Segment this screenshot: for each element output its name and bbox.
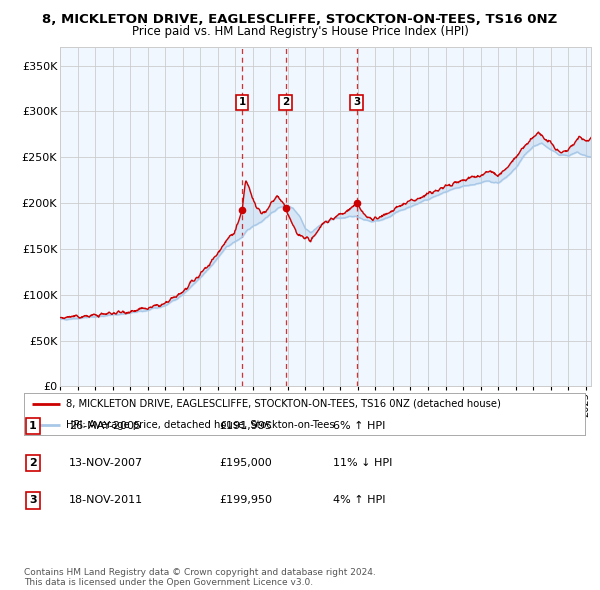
- Text: £195,000: £195,000: [219, 458, 272, 468]
- Text: £199,950: £199,950: [219, 496, 272, 505]
- Text: 1: 1: [29, 421, 37, 431]
- Text: 18-NOV-2011: 18-NOV-2011: [69, 496, 143, 505]
- Text: Price paid vs. HM Land Registry's House Price Index (HPI): Price paid vs. HM Land Registry's House …: [131, 25, 469, 38]
- Text: £191,995: £191,995: [219, 421, 272, 431]
- Text: 1: 1: [238, 97, 246, 107]
- Text: 8, MICKLETON DRIVE, EAGLESCLIFFE, STOCKTON-ON-TEES, TS16 0NZ: 8, MICKLETON DRIVE, EAGLESCLIFFE, STOCKT…: [43, 13, 557, 26]
- Text: 2: 2: [29, 458, 37, 468]
- Text: 4% ↑ HPI: 4% ↑ HPI: [333, 496, 386, 505]
- Text: 6% ↑ HPI: 6% ↑ HPI: [333, 421, 385, 431]
- Text: 13-NOV-2007: 13-NOV-2007: [69, 458, 143, 468]
- Text: 26-MAY-2005: 26-MAY-2005: [69, 421, 141, 431]
- Text: 8, MICKLETON DRIVE, EAGLESCLIFFE, STOCKTON-ON-TEES, TS16 0NZ (detached house): 8, MICKLETON DRIVE, EAGLESCLIFFE, STOCKT…: [66, 399, 501, 408]
- Text: Contains HM Land Registry data © Crown copyright and database right 2024.: Contains HM Land Registry data © Crown c…: [24, 568, 376, 576]
- Text: 11% ↓ HPI: 11% ↓ HPI: [333, 458, 392, 468]
- Text: 2: 2: [282, 97, 289, 107]
- Text: This data is licensed under the Open Government Licence v3.0.: This data is licensed under the Open Gov…: [24, 578, 313, 587]
- Text: 3: 3: [353, 97, 360, 107]
- Text: HPI: Average price, detached house, Stockton-on-Tees: HPI: Average price, detached house, Stoc…: [66, 420, 335, 430]
- Text: 3: 3: [29, 496, 37, 505]
